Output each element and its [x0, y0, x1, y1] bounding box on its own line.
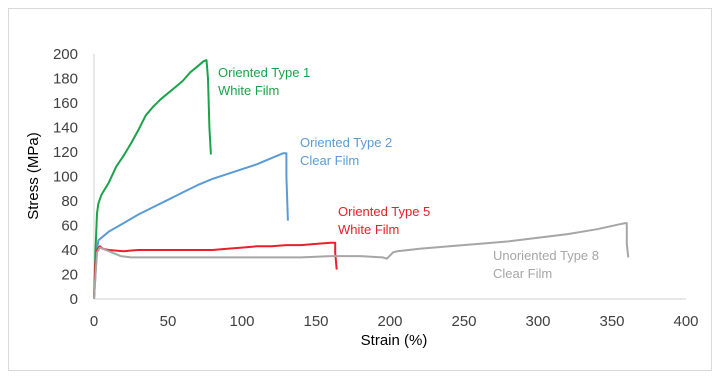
- series-label-1: Oriented Type 1 White Film: [218, 65, 310, 98]
- x-tick-label: 300: [525, 313, 550, 330]
- series-label-4: Unoriented Type 8 Clear Film: [493, 248, 599, 281]
- y-tick-label: 140: [53, 120, 78, 137]
- y-axis-title: Stress (MPa): [25, 132, 42, 220]
- y-tick-label: 60: [61, 218, 78, 235]
- x-tick-label: 150: [303, 313, 328, 330]
- y-tick-label: 0: [70, 291, 78, 308]
- series-line-2: [93, 152, 289, 300]
- y-tick-label: 40: [61, 242, 78, 259]
- series-labels: Oriented Type 1 White Film Oriented Type 2…: [218, 65, 599, 281]
- x-tick-labels: 0 50 100 150 200 250 300 350 400: [90, 313, 699, 330]
- x-tick-label: 50: [160, 313, 177, 330]
- x-tick-label: 250: [451, 313, 476, 330]
- y-tick-labels: 0 20 40 60 80 100 120 140 160 180 200: [53, 46, 78, 308]
- y-tick-label: 180: [53, 71, 78, 88]
- x-tick-label: 100: [229, 313, 254, 330]
- y-tick-label: 80: [61, 193, 78, 210]
- x-tick-label: 350: [599, 313, 624, 330]
- x-tick-label: 0: [90, 313, 98, 330]
- series-label-3: Oriented Type 5 White Film: [338, 204, 430, 237]
- series-lines: [93, 59, 630, 300]
- x-tick-label: 200: [377, 313, 402, 330]
- y-tick-label: 20: [61, 267, 78, 284]
- chart-frame: [8, 8, 712, 371]
- y-tick-label: 100: [53, 169, 78, 186]
- y-tick-label: 160: [53, 95, 78, 112]
- y-tick-label: 120: [53, 144, 78, 161]
- x-tick-label: 400: [673, 313, 698, 330]
- series-line-1: [93, 59, 212, 300]
- x-axis-title: Strain (%): [361, 332, 428, 349]
- series-line-4: [93, 222, 630, 300]
- series-line-3: [93, 241, 338, 300]
- series-label-2: Oriented Type 2 Clear Film: [300, 135, 392, 168]
- y-tick-label: 200: [53, 46, 78, 63]
